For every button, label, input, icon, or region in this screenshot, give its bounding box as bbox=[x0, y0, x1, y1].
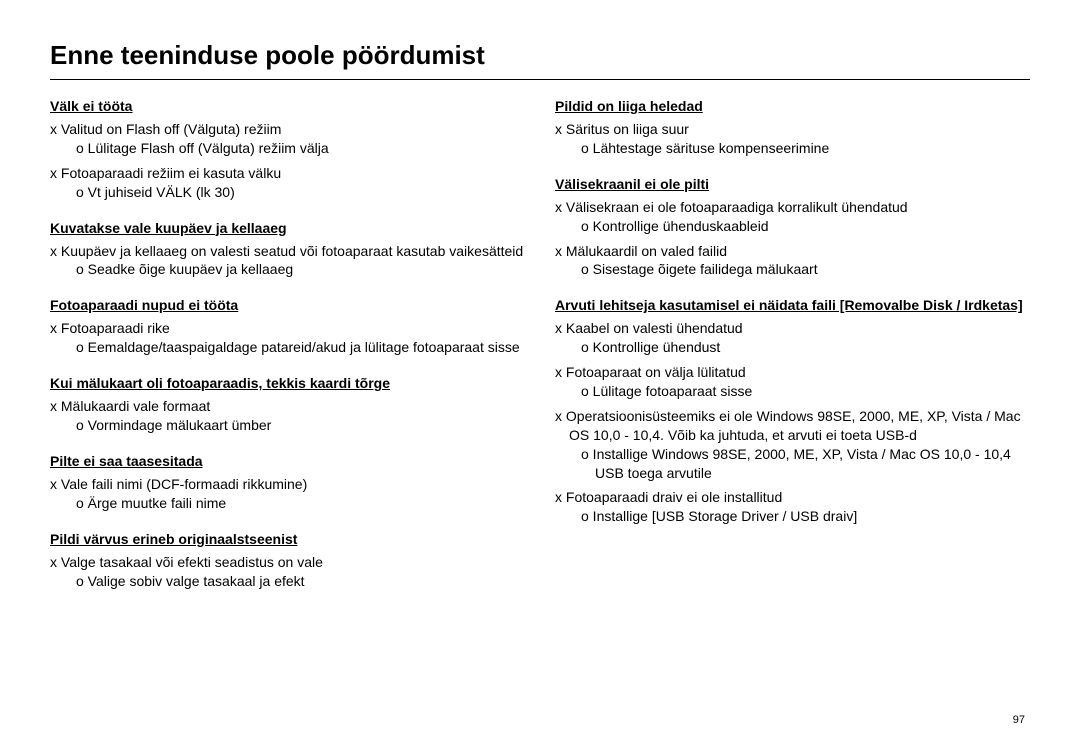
page-number: 97 bbox=[1013, 714, 1025, 726]
section-heading: Pildi värvus erineb originaalstseenist bbox=[50, 531, 525, 547]
solution-line: o Sisestage õigete failidega mälukaart bbox=[555, 260, 1030, 279]
section-heading: Välk ei tööta bbox=[50, 98, 525, 114]
section-heading: Välisekraanil ei ole pilti bbox=[555, 176, 1030, 192]
troubleshoot-item: x Operatsioonisüsteemiks ei ole Windows … bbox=[555, 407, 1030, 483]
solution-line: o Lülitage Flash off (Välguta) režiim vä… bbox=[50, 139, 525, 158]
troubleshoot-item: x Valge tasakaal või efekti seadistus on… bbox=[50, 553, 525, 591]
troubleshoot-item: x Valitud on Flash off (Välguta) režiimo… bbox=[50, 120, 525, 158]
problem-line: x Valitud on Flash off (Välguta) režiim bbox=[50, 120, 525, 139]
troubleshoot-item: x Kuupäev ja kellaaeg on valesti seatud … bbox=[50, 242, 525, 280]
problem-line: x Fotoaparaadi režiim ei kasuta välku bbox=[50, 164, 525, 183]
solution-line: o Ärge muutke faili nime bbox=[50, 494, 525, 513]
left-column: Välk ei tööta x Valitud on Flash off (Väl… bbox=[50, 98, 525, 608]
troubleshoot-section: Pildid on liiga heledad x Säritus on liig… bbox=[555, 98, 1030, 158]
problem-line: x Kaabel on valesti ühendatud bbox=[555, 319, 1030, 338]
problem-line: x Kuupäev ja kellaaeg on valesti seatud … bbox=[50, 242, 525, 261]
solution-line: o Seadke õige kuupäev ja kellaaeg bbox=[50, 260, 525, 279]
troubleshoot-section: Pilte ei saa taasesitada x Vale faili nim… bbox=[50, 453, 525, 513]
problem-line: x Valge tasakaal või efekti seadistus on… bbox=[50, 553, 525, 572]
solution-line: o Lülitage fotoaparaat sisse bbox=[555, 382, 1030, 401]
problem-line: x Vale faili nimi (DCF-formaadi rikkumin… bbox=[50, 475, 525, 494]
problem-line: x Välisekraan ei ole fotoaparaadiga korr… bbox=[555, 198, 1030, 217]
section-heading: Pilte ei saa taasesitada bbox=[50, 453, 525, 469]
troubleshoot-section: Fotoaparaadi nupud ei tööta x Fotoaparaad… bbox=[50, 297, 525, 357]
content-columns: Välk ei tööta x Valitud on Flash off (Väl… bbox=[50, 98, 1030, 608]
solution-line: o Eemaldage/taaspaigaldage patareid/akud… bbox=[50, 338, 525, 357]
troubleshoot-section: Kui mälukaart oli fotoaparaadis, tekkis … bbox=[50, 375, 525, 435]
section-heading: Fotoaparaadi nupud ei tööta bbox=[50, 297, 525, 313]
troubleshoot-item: x Fotoaparaat on välja lülitatudo Lülita… bbox=[555, 363, 1030, 401]
section-heading: Kuvatakse vale kuupäev ja kellaaeg bbox=[50, 220, 525, 236]
solution-line: o Valige sobiv valge tasakaal ja efekt bbox=[50, 572, 525, 591]
problem-line: x Fotoaparaadi draiv ei ole installitud bbox=[555, 488, 1030, 507]
troubleshoot-section: Välisekraanil ei ole pilti x Välisekraan … bbox=[555, 176, 1030, 280]
troubleshoot-section: Kuvatakse vale kuupäev ja kellaaeg x Kuup… bbox=[50, 220, 525, 280]
section-heading: Arvuti lehitseja kasutamisel ei näidata … bbox=[555, 297, 1030, 313]
solution-line: o Kontrollige ühendust bbox=[555, 338, 1030, 357]
problem-line: x Operatsioonisüsteemiks ei ole Windows … bbox=[555, 407, 1030, 445]
solution-line: o Lähtestage särituse kompenseerimine bbox=[555, 139, 1030, 158]
problem-line: x Fotoaparaadi rike bbox=[50, 319, 525, 338]
troubleshoot-item: x Fotoaparaadi režiim ei kasuta välkuo V… bbox=[50, 164, 525, 202]
page-title: Enne teeninduse poole pöördumist bbox=[50, 40, 1030, 80]
troubleshoot-item: x Välisekraan ei ole fotoaparaadiga korr… bbox=[555, 198, 1030, 236]
right-column: Pildid on liiga heledad x Säritus on liig… bbox=[555, 98, 1030, 608]
solution-line: o Installige [USB Storage Driver / USB d… bbox=[555, 507, 1030, 526]
problem-line: x Mälukaardil on valed failid bbox=[555, 242, 1030, 261]
troubleshoot-item: x Kaabel on valesti ühendatudo Kontrolli… bbox=[555, 319, 1030, 357]
troubleshoot-item: x Vale faili nimi (DCF-formaadi rikkumin… bbox=[50, 475, 525, 513]
solution-line: o Kontrollige ühenduskaableid bbox=[555, 217, 1030, 236]
problem-line: x Säritus on liiga suur bbox=[555, 120, 1030, 139]
troubleshoot-item: x Säritus on liiga suuro Lähtestage säri… bbox=[555, 120, 1030, 158]
troubleshoot-item: x Fotoaparaadi rikeo Eemaldage/taaspaiga… bbox=[50, 319, 525, 357]
troubleshoot-item: x Fotoaparaadi draiv ei ole installitudo… bbox=[555, 488, 1030, 526]
troubleshoot-section: Arvuti lehitseja kasutamisel ei näidata … bbox=[555, 297, 1030, 526]
solution-line: o Vt juhiseid VÄLK (lk 30) bbox=[50, 183, 525, 202]
solution-line: o Installige Windows 98SE, 2000, ME, XP,… bbox=[555, 445, 1030, 483]
troubleshoot-section: Välk ei tööta x Valitud on Flash off (Väl… bbox=[50, 98, 525, 202]
problem-line: x Mälukaardi vale formaat bbox=[50, 397, 525, 416]
section-heading: Kui mälukaart oli fotoaparaadis, tekkis … bbox=[50, 375, 525, 391]
troubleshoot-item: x Mälukaardi vale formaato Vormindage mä… bbox=[50, 397, 525, 435]
solution-line: o Vormindage mälukaart ümber bbox=[50, 416, 525, 435]
section-heading: Pildid on liiga heledad bbox=[555, 98, 1030, 114]
problem-line: x Fotoaparaat on välja lülitatud bbox=[555, 363, 1030, 382]
troubleshoot-item: x Mälukaardil on valed failido Sisestage… bbox=[555, 242, 1030, 280]
troubleshoot-section: Pildi värvus erineb originaalstseenist x … bbox=[50, 531, 525, 591]
